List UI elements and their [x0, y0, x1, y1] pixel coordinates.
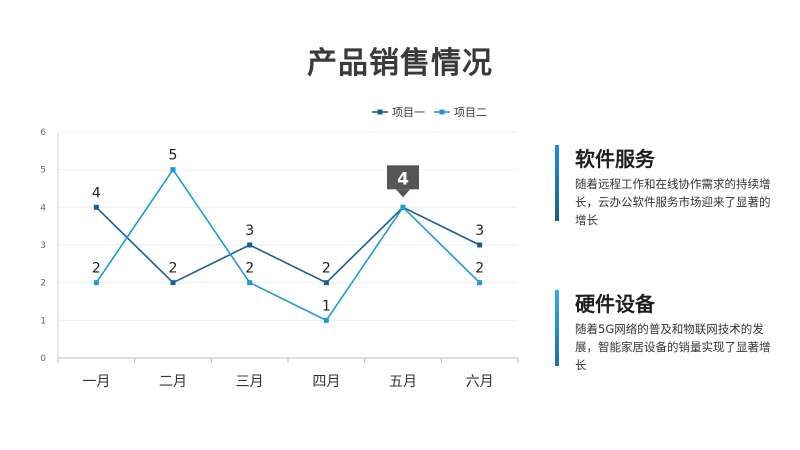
y-tick-label: 5 — [40, 166, 46, 176]
series-line-2 — [95, 168, 481, 322]
data-label: 2 — [475, 261, 484, 277]
data-label: 4 — [92, 185, 101, 201]
callout-label: 4 — [397, 169, 409, 189]
card-title: 软件服务 — [575, 147, 655, 171]
series-line-1 — [95, 206, 481, 284]
callout-box — [387, 165, 419, 190]
data-point — [93, 280, 99, 286]
callout-pointer — [396, 189, 410, 198]
data-point — [400, 204, 406, 210]
y-tick-label: 2 — [40, 279, 46, 289]
data-point — [170, 280, 176, 286]
y-tick-label: 6 — [40, 128, 46, 138]
data-point — [170, 167, 176, 173]
data-label: 2 — [169, 261, 178, 277]
x-tick-label: 五月 — [389, 374, 417, 390]
x-tick-label: 四月 — [312, 374, 340, 390]
x-tick-label: 二月 — [159, 374, 187, 390]
card-accent-bar — [555, 290, 559, 366]
data-point — [93, 204, 99, 210]
y-tick-label: 1 — [40, 316, 46, 326]
data-label: 1 — [322, 298, 331, 314]
page-title: 产品销售情况 — [307, 46, 493, 81]
data-point — [323, 317, 329, 323]
data-label: 2 — [245, 261, 254, 277]
card-text: 随着远程工作和在线协作需求的持续增长，云办公软件服务市场迎来了显著的增长 — [575, 177, 771, 227]
card-title: 硬件设备 — [575, 292, 655, 316]
data-point — [247, 242, 253, 248]
data-point — [247, 280, 253, 286]
data-point — [323, 280, 329, 286]
legend-label: 项目二 — [454, 106, 487, 119]
y-tick-label: 0 — [40, 354, 46, 364]
data-point — [477, 242, 483, 248]
data-label: 3 — [245, 223, 254, 239]
data-label: 2 — [322, 261, 331, 277]
data-point — [477, 280, 483, 286]
legend-marker — [439, 109, 445, 115]
x-tick-label: 六月 — [466, 374, 494, 390]
x-tick-label: 三月 — [236, 374, 264, 390]
x-tick-label: 一月 — [82, 374, 110, 390]
card-accent-bar — [555, 145, 559, 221]
card-text: 随着5G网络的普及和物联网技术的发展，智能家居设备的销量实现了显著增长 — [575, 322, 771, 372]
y-tick-label: 4 — [40, 203, 46, 213]
data-label: 2 — [92, 261, 101, 277]
legend-marker — [377, 109, 383, 115]
data-label: 3 — [475, 223, 484, 239]
y-tick-label: 3 — [40, 241, 46, 251]
legend-label: 项目一 — [392, 106, 425, 119]
data-label: 5 — [169, 148, 178, 164]
